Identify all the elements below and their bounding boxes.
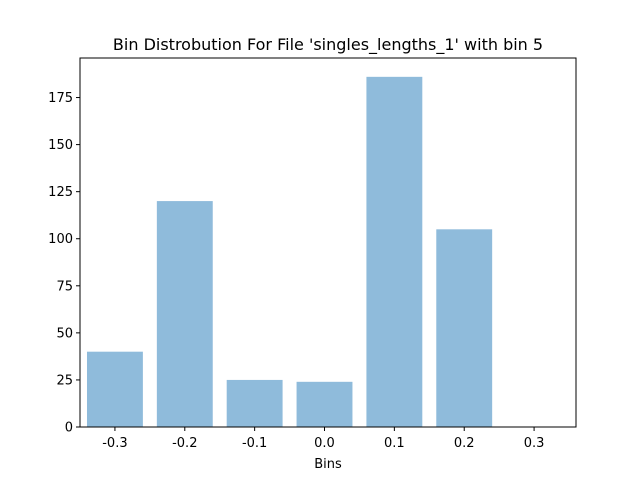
y-tick-label-5: 125 xyxy=(48,185,73,200)
y-tick-label-2: 50 xyxy=(56,326,73,341)
chart-title: Bin Distrobution For File 'singles_lengt… xyxy=(113,35,543,55)
bar-1 xyxy=(156,201,213,427)
x-tick-label-2: -0.1 xyxy=(242,436,267,451)
bar-3 xyxy=(296,381,353,427)
plot-frame xyxy=(79,57,577,428)
y-tick-label-3: 75 xyxy=(56,279,73,294)
x-tick-label-0: -0.3 xyxy=(102,436,127,451)
x-tick-label-4: 0.1 xyxy=(384,436,405,451)
bar-5 xyxy=(436,229,493,427)
y-axis-ticks: 0 25 50 75 100 125 150 175 xyxy=(48,91,80,436)
y-tick-label-7: 175 xyxy=(48,91,73,106)
x-tick-label-5: 0.2 xyxy=(454,436,475,451)
x-tick-label-6: 0.3 xyxy=(524,436,545,451)
bar-2 xyxy=(226,379,283,427)
y-tick-label-0: 0 xyxy=(65,421,73,436)
x-tick-label-1: -0.2 xyxy=(172,436,197,451)
y-tick-label-6: 150 xyxy=(48,138,73,153)
x-tick-label-3: 0.0 xyxy=(314,436,335,451)
bars-layer xyxy=(86,76,493,427)
x-axis-ticks: -0.3 -0.2 -0.1 0.0 0.1 0.2 0.3 xyxy=(102,427,544,451)
y-tick-label-1: 25 xyxy=(56,373,73,388)
y-tick-label-4: 100 xyxy=(48,232,73,247)
x-axis-label: Bins xyxy=(314,457,342,472)
bar-0 xyxy=(86,351,143,427)
bar-4 xyxy=(366,76,423,427)
